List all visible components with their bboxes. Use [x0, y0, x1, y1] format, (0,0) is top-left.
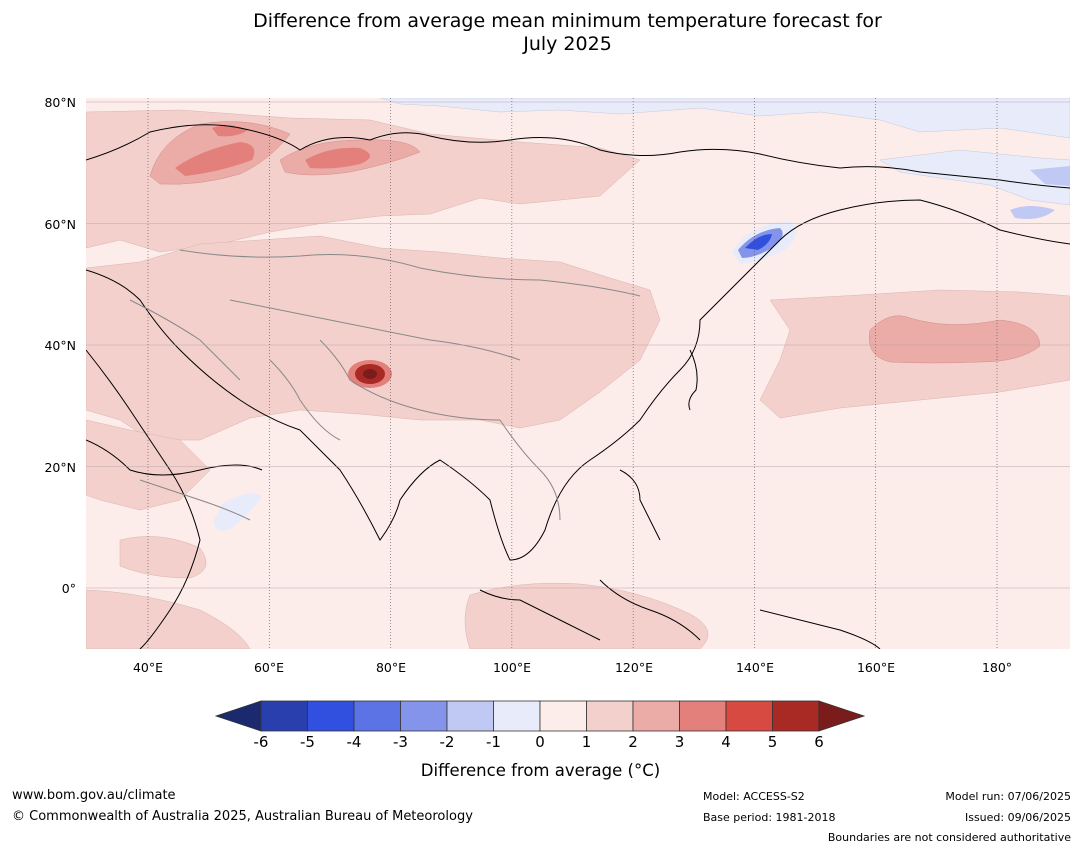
- lat-label-40n: 40°N: [44, 338, 76, 353]
- colorbar-extend-high: [818, 700, 866, 732]
- colorbar-segment: [679, 700, 727, 732]
- east-siberia-cool-spot: [1010, 206, 1055, 219]
- colorbar-tick: -6: [253, 733, 269, 751]
- title-line-1: Difference from average mean minimum tem…: [253, 10, 882, 32]
- colorbar-segment: [725, 700, 773, 732]
- model-run-date: Model run: 07/06/2025: [945, 790, 1071, 803]
- colorbar-segment: [446, 700, 494, 732]
- colorbar-label: Difference from average (°C): [420, 761, 661, 780]
- longitude-lines: [147, 98, 998, 649]
- country-borders: [129, 249, 641, 521]
- colorbar-segment: [353, 700, 401, 732]
- latitude-lines: [86, 101, 1070, 589]
- issued-date: Issued: 09/06/2025: [964, 811, 1071, 824]
- colorbar-segment: [260, 700, 308, 732]
- pacific-warm-core: [868, 315, 1041, 364]
- colorbar-segment: [586, 700, 634, 732]
- copyright-notice: © Commonwealth of Australia 2025, Austra…: [12, 809, 473, 824]
- colorbar-tick: 6: [814, 733, 824, 751]
- lon-label-140e: 140°E: [735, 660, 774, 675]
- colorbar-segment: [772, 700, 820, 732]
- colorbar-segment: [307, 700, 355, 732]
- model-name: Model: ACCESS-S2: [703, 790, 805, 803]
- scandinavia-hot-spot: [175, 142, 255, 176]
- boundaries-disclaimer: Boundaries are not considered authoritat…: [827, 831, 1071, 844]
- colorbar-tick: 5: [767, 733, 778, 751]
- colorbar-extend-low: [214, 700, 262, 732]
- lon-label-80e: 80°E: [375, 660, 407, 675]
- himalaya-hot-core: [363, 369, 377, 379]
- lon-label-60e: 60°E: [253, 660, 285, 675]
- lat-label-20n: 20°N: [44, 460, 76, 475]
- base-period: Base period: 1981-2018: [703, 811, 836, 824]
- africa-warm-region: [119, 536, 207, 579]
- lon-label-40e: 40°E: [132, 660, 164, 675]
- colorbar-tick: 0: [535, 733, 545, 751]
- east-siberia-cool-core: [1030, 166, 1070, 186]
- colorbar-tick: -1: [486, 733, 501, 751]
- lon-label-180: 180°: [981, 660, 1013, 675]
- lat-label-0: 0°: [61, 581, 76, 596]
- lon-label-100e: 100°E: [492, 660, 531, 675]
- colorbar-segment: [632, 700, 680, 732]
- colorbar-tick: 2: [628, 733, 638, 751]
- graticule: [86, 98, 1070, 649]
- chart-title: Difference from average mean minimum tem…: [0, 10, 1081, 56]
- arabian-sea-cool-region: [214, 493, 262, 531]
- colorbar-tick: 4: [721, 733, 731, 751]
- arctic-cool-region: [379, 98, 1070, 139]
- lon-label-160e: 160°E: [856, 660, 895, 675]
- title-line-2: July 2025: [523, 33, 612, 55]
- yamal-hot-spot: [305, 147, 370, 169]
- coastlines: [86, 124, 1070, 649]
- colorbar-segment: [400, 700, 448, 732]
- colorbar-segment: [493, 700, 541, 732]
- colorbar: [214, 700, 866, 732]
- colorbar-tick: -4: [346, 733, 362, 751]
- colorbar-tick: -3: [393, 733, 408, 751]
- lat-label-60n: 60°N: [44, 217, 76, 232]
- colorbar-tick: -2: [439, 733, 455, 751]
- colorbar-segment: [539, 700, 587, 732]
- indian-ocean-warm-region: [86, 589, 251, 649]
- colorbar-tick: 3: [674, 733, 685, 751]
- website-link[interactable]: www.bom.gov.au/climate: [12, 788, 176, 803]
- okhotsk-cool-core: [745, 234, 772, 250]
- central-asia-warm-region: [86, 235, 661, 441]
- colorbar-tick: 1: [581, 733, 592, 751]
- maritime-warm-region: [464, 582, 709, 649]
- colorbar-tick: -5: [300, 733, 315, 751]
- lon-label-120e: 120°E: [614, 660, 653, 675]
- lat-label-80n: 80°N: [44, 95, 76, 110]
